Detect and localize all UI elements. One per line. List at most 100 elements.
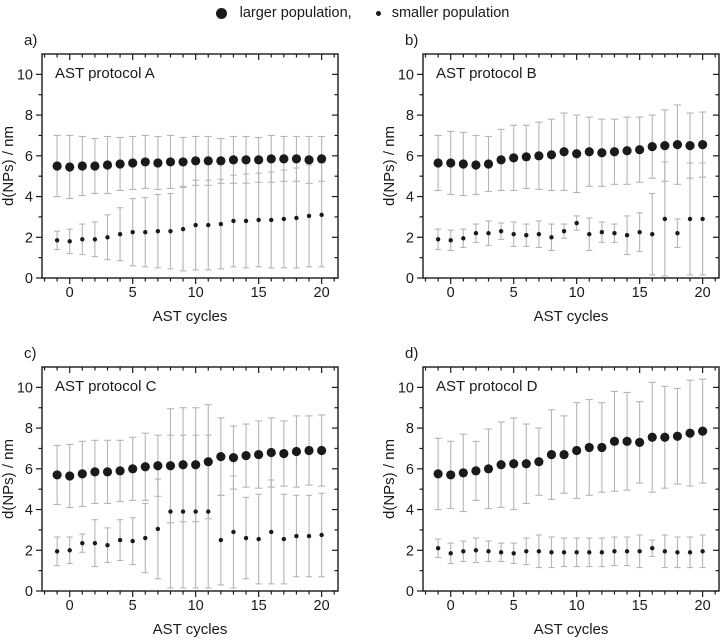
data-point [534, 457, 544, 467]
svg-text:10: 10 [398, 67, 414, 83]
data-point [597, 148, 607, 158]
data-point [117, 537, 123, 543]
data-point [675, 550, 680, 555]
data-point [660, 432, 670, 442]
x-axis-title: AST cycles [153, 308, 228, 325]
data-point [549, 235, 554, 240]
data-point [672, 140, 683, 150]
data-point [509, 153, 519, 163]
svg-text:2: 2 [406, 543, 414, 559]
panel-letter-a: a) [24, 32, 38, 49]
panel-title: AST protocol D [436, 378, 538, 395]
panel-ast-protocol-b: b) 0 5 10 15 20 0 2 4 6 8 10 AST protocol B AST cycl… [381, 26, 725, 330]
data-point [597, 442, 607, 453]
data-point [155, 228, 161, 234]
data-point [612, 231, 617, 236]
svg-text:20: 20 [695, 285, 711, 301]
data-point [612, 549, 617, 554]
svg-text:5: 5 [510, 598, 518, 614]
data-point [650, 232, 655, 237]
data-point [647, 142, 657, 152]
data-point [448, 238, 453, 243]
smaller-population-points [435, 546, 705, 556]
data-point [241, 155, 251, 165]
svg-text:15: 15 [251, 598, 267, 614]
data-point [584, 442, 594, 453]
data-point [635, 437, 645, 447]
svg-text:8: 8 [406, 108, 414, 124]
data-point [509, 459, 519, 469]
data-point [231, 529, 236, 535]
data-point [102, 160, 113, 170]
svg-text:0: 0 [25, 584, 33, 600]
data-point [115, 466, 125, 476]
data-point [637, 229, 642, 235]
smaller-population-points [54, 212, 324, 244]
data-point [546, 150, 557, 160]
legend-smaller-label: smaller population [391, 5, 510, 21]
data-point [534, 151, 544, 161]
data-point [266, 447, 276, 458]
data-point [67, 548, 72, 553]
data-point [609, 436, 620, 446]
svg-text:10: 10 [17, 67, 33, 83]
axis-tick-labels: 0 5 10 15 20 0 2 4 6 8 10 [17, 67, 330, 301]
data-point [647, 432, 657, 442]
chart-ast-protocol-a: 0 5 10 15 20 0 2 4 6 8 10 AST protocol A AST cycles d… [0, 53, 339, 325]
y-axis-title: d(NPs) / nm [381, 439, 398, 519]
data-point [80, 540, 85, 546]
data-point [52, 161, 62, 171]
data-point [218, 537, 224, 543]
data-point [306, 533, 312, 539]
data-point [317, 445, 327, 456]
data-point [228, 155, 239, 165]
svg-text:0: 0 [66, 598, 74, 614]
data-point [572, 149, 582, 159]
data-point [524, 549, 529, 554]
data-point [483, 159, 494, 169]
data-point [498, 550, 504, 555]
panel-ast-protocol-c: c) 0 5 10 15 20 0 2 4 6 8 10 AST protocol C AST cycl… [0, 339, 362, 643]
svg-text:15: 15 [632, 285, 648, 301]
data-point [54, 238, 60, 243]
error-bars-layer [53, 404, 326, 589]
larger-population-points [433, 140, 708, 170]
data-point [67, 239, 72, 244]
larger-population-points [52, 154, 327, 172]
data-point [483, 464, 494, 474]
data-point [698, 426, 708, 436]
svg-text:0: 0 [447, 285, 455, 301]
data-point [92, 237, 98, 242]
data-point [206, 509, 211, 514]
data-point [700, 216, 705, 222]
data-point [243, 535, 249, 541]
data-point [231, 218, 236, 224]
svg-text:20: 20 [695, 598, 711, 614]
data-point [587, 232, 592, 237]
svg-text:10: 10 [569, 598, 585, 614]
data-point [180, 509, 186, 514]
panel-letter-d: d) [405, 345, 419, 362]
data-point [218, 221, 224, 227]
chart-ast-protocol-d: 0 5 10 15 20 0 2 4 6 8 10 AST protocol D AST cycles d… [381, 366, 720, 638]
axis-frame [422, 53, 720, 279]
data-point [435, 546, 441, 551]
data-point [317, 154, 327, 164]
svg-text:4: 4 [406, 503, 414, 519]
data-point [165, 157, 176, 167]
data-point [471, 466, 481, 476]
data-point [228, 453, 239, 463]
data-point [675, 231, 680, 236]
data-point [319, 532, 324, 538]
svg-text:20: 20 [314, 598, 330, 614]
figure-legend: larger population, smaller population [0, 0, 725, 26]
svg-text:15: 15 [251, 285, 267, 301]
data-point [294, 215, 299, 221]
data-point [130, 229, 135, 235]
svg-text:10: 10 [17, 380, 33, 396]
svg-text:10: 10 [188, 598, 204, 614]
larger-population-points [52, 445, 327, 481]
data-point [486, 231, 491, 236]
smaller-population-marker-icon [375, 10, 381, 16]
data-point [700, 549, 705, 554]
